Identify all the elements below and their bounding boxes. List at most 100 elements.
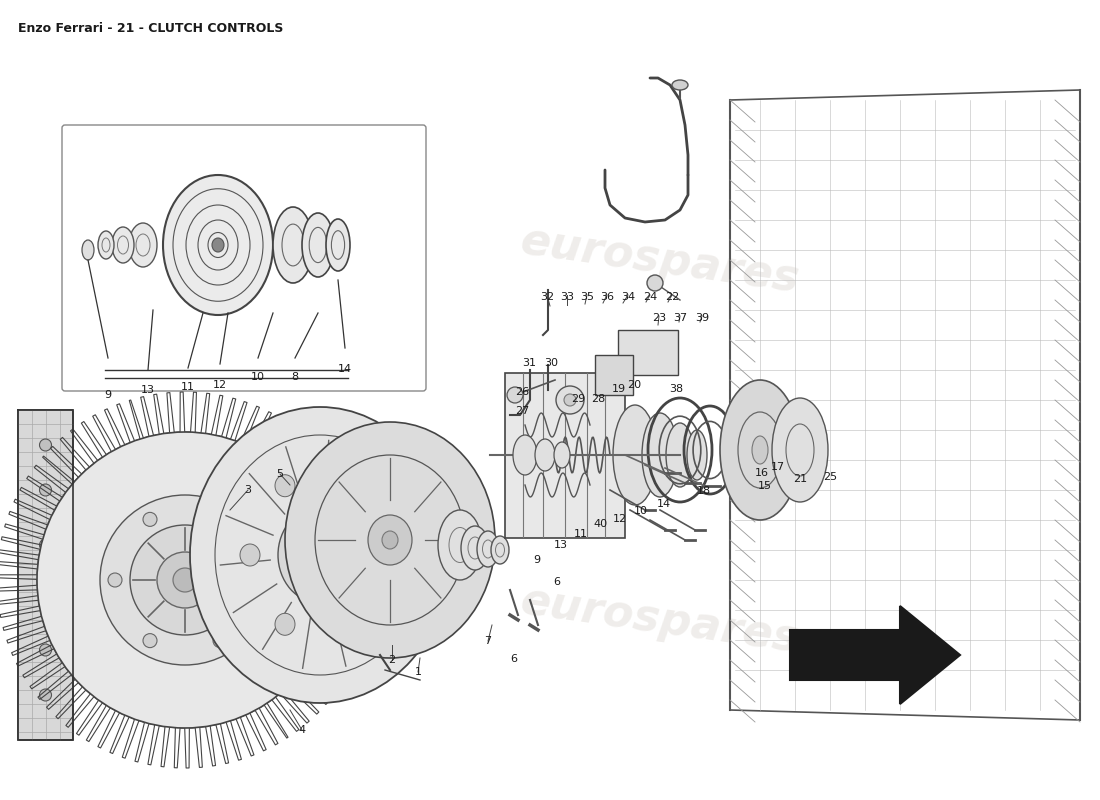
Text: 37: 37 (673, 313, 688, 323)
Ellipse shape (130, 525, 240, 635)
Ellipse shape (556, 386, 584, 414)
Text: 11: 11 (182, 382, 195, 392)
Ellipse shape (300, 532, 340, 578)
Text: 27: 27 (515, 406, 529, 416)
Ellipse shape (212, 238, 224, 252)
Text: eurospares: eurospares (518, 579, 802, 661)
Text: 14: 14 (338, 364, 352, 374)
Ellipse shape (108, 573, 122, 587)
Ellipse shape (647, 275, 663, 291)
Text: 1: 1 (415, 667, 421, 677)
Ellipse shape (40, 439, 52, 451)
Ellipse shape (248, 573, 262, 587)
Ellipse shape (40, 644, 52, 656)
Ellipse shape (40, 689, 52, 701)
Text: 6: 6 (553, 577, 561, 587)
Ellipse shape (752, 436, 768, 464)
Ellipse shape (379, 544, 400, 566)
Ellipse shape (163, 175, 273, 315)
Text: 18: 18 (697, 486, 711, 496)
Text: eurospares: eurospares (518, 219, 802, 301)
Bar (18, 410, 73, 740)
Text: 8: 8 (292, 372, 298, 382)
Text: 12: 12 (213, 380, 227, 390)
Ellipse shape (554, 442, 570, 468)
Ellipse shape (129, 223, 157, 267)
Text: 15: 15 (758, 481, 772, 491)
Ellipse shape (98, 231, 114, 259)
Text: 40: 40 (594, 519, 608, 529)
Text: 25: 25 (823, 472, 837, 482)
Text: 13: 13 (554, 540, 568, 550)
Ellipse shape (240, 544, 260, 566)
Text: 6: 6 (510, 654, 517, 664)
Ellipse shape (285, 422, 495, 658)
Ellipse shape (368, 515, 412, 565)
Ellipse shape (461, 526, 490, 570)
Ellipse shape (213, 634, 227, 648)
Ellipse shape (613, 405, 657, 505)
Text: 7: 7 (484, 636, 492, 646)
Text: 34: 34 (620, 292, 635, 302)
Ellipse shape (688, 430, 707, 480)
Ellipse shape (345, 474, 365, 497)
Text: 12: 12 (613, 514, 627, 524)
Text: 9: 9 (534, 555, 540, 565)
Text: 10: 10 (251, 372, 265, 382)
Bar (595, 355, 632, 395)
Ellipse shape (507, 387, 522, 403)
Text: 9: 9 (104, 390, 111, 400)
Text: 3: 3 (244, 485, 252, 495)
Ellipse shape (302, 213, 334, 277)
Text: 19: 19 (612, 384, 626, 394)
Ellipse shape (477, 531, 499, 567)
Text: 33: 33 (560, 292, 574, 302)
Ellipse shape (143, 512, 157, 526)
Ellipse shape (40, 594, 52, 606)
Text: 31: 31 (522, 358, 536, 368)
Ellipse shape (772, 398, 828, 502)
Ellipse shape (491, 536, 509, 564)
Ellipse shape (666, 423, 694, 487)
Text: 11: 11 (574, 529, 589, 539)
Ellipse shape (382, 531, 398, 549)
Text: eurospares: eurospares (78, 239, 362, 321)
Ellipse shape (275, 474, 295, 497)
Text: 4: 4 (298, 725, 306, 735)
Text: 16: 16 (755, 468, 769, 478)
Ellipse shape (312, 546, 328, 564)
Ellipse shape (100, 495, 270, 665)
Ellipse shape (273, 207, 314, 283)
Ellipse shape (112, 227, 134, 263)
Text: 2: 2 (388, 655, 396, 665)
Ellipse shape (40, 484, 52, 496)
Text: 21: 21 (793, 474, 807, 484)
Ellipse shape (513, 435, 537, 475)
Ellipse shape (720, 380, 800, 520)
Text: 17: 17 (771, 462, 785, 472)
Text: 32: 32 (540, 292, 554, 302)
Ellipse shape (173, 568, 197, 592)
Ellipse shape (438, 510, 482, 580)
Text: 26: 26 (515, 387, 529, 397)
Ellipse shape (157, 552, 213, 608)
Ellipse shape (278, 507, 362, 603)
Ellipse shape (213, 512, 227, 526)
Text: 30: 30 (544, 358, 558, 368)
Ellipse shape (326, 219, 350, 271)
Text: 23: 23 (652, 313, 667, 323)
Ellipse shape (40, 539, 52, 551)
Text: 10: 10 (634, 506, 648, 516)
Text: 36: 36 (600, 292, 614, 302)
Ellipse shape (143, 634, 157, 648)
Ellipse shape (190, 407, 450, 703)
Text: 20: 20 (627, 380, 641, 390)
Text: 38: 38 (669, 384, 683, 394)
Ellipse shape (37, 432, 333, 728)
Text: 22: 22 (664, 292, 679, 302)
Text: 13: 13 (141, 385, 155, 395)
Text: 14: 14 (657, 499, 671, 509)
Ellipse shape (642, 413, 678, 497)
Text: 39: 39 (695, 313, 710, 323)
Text: 28: 28 (591, 394, 605, 404)
